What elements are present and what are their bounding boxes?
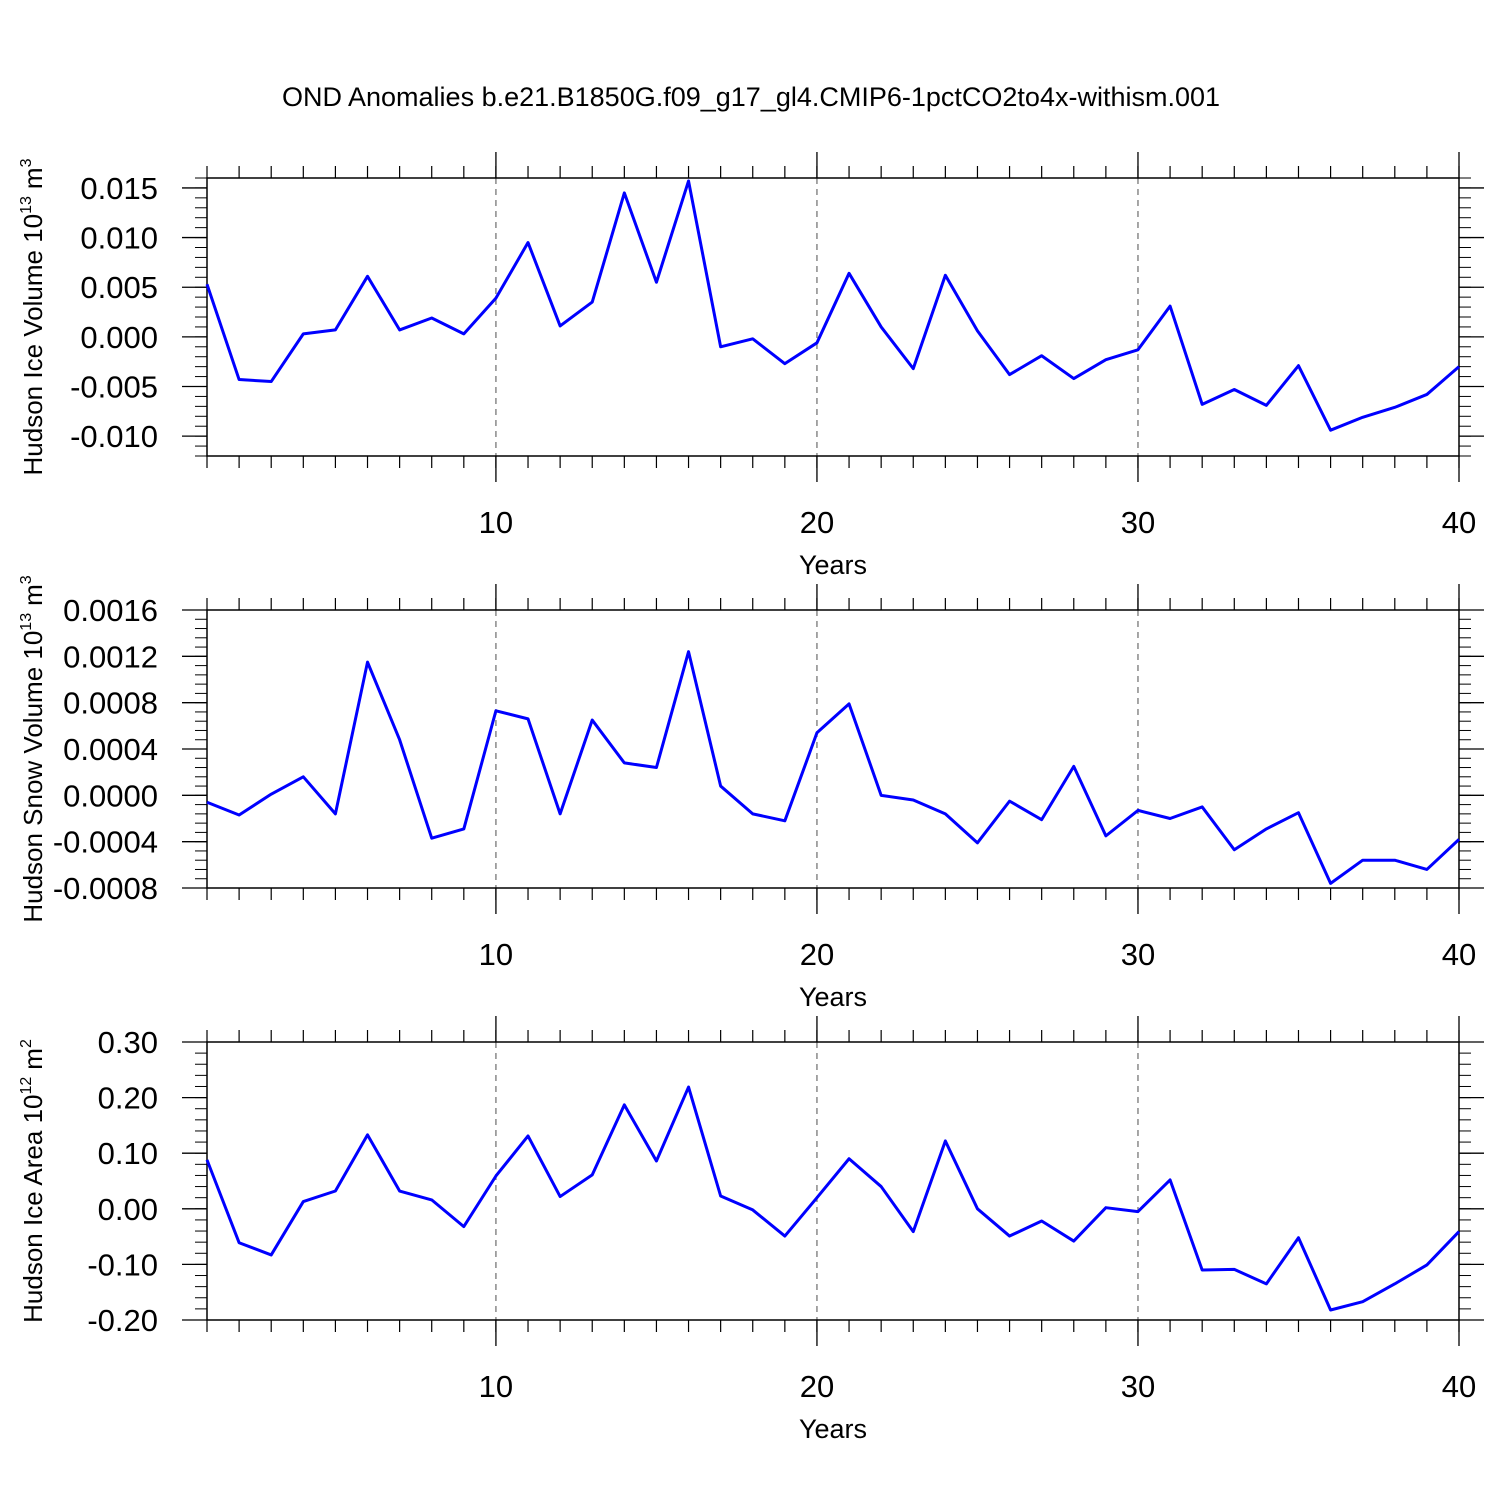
data-line	[205, 1085, 1461, 1312]
y-axis-label: Hudson Ice Volume 1013 m3	[18, 158, 48, 475]
plot-frame	[206, 1041, 1460, 1321]
x-tick-label: 40	[1442, 937, 1476, 972]
y-tick-label: 0.0012	[63, 639, 158, 674]
y-label-unit: m	[18, 584, 48, 606]
y-tick-label: -0.010	[70, 419, 158, 454]
y-tick-label: 0.20	[98, 1081, 158, 1116]
y-label-unit: m	[18, 1048, 48, 1070]
y-label-unit-exp: 2	[18, 1039, 35, 1048]
y-tick-label: 0.0004	[63, 732, 158, 767]
plot-frame	[206, 177, 1460, 457]
x-tick-label: 20	[800, 505, 834, 540]
y-label-text: Hudson Ice Area 10	[18, 1094, 48, 1322]
y-axis-label: Hudson Ice Area 1012 m2	[18, 1039, 48, 1323]
y-tick-label: 0.010	[80, 221, 158, 256]
y-tick-label: 0.015	[80, 171, 158, 206]
x-tick-label: 40	[1442, 1369, 1476, 1404]
y-tick-label: -0.0004	[53, 825, 158, 860]
y-tick-label: 0.005	[80, 270, 158, 305]
y-tick-label: -0.20	[87, 1303, 158, 1338]
x-tick-label: 10	[479, 937, 513, 972]
x-tick-label: 30	[1121, 937, 1155, 972]
y-tick-label: 0.0008	[63, 686, 158, 721]
figure-title: OND Anomalies b.e21.B1850G.f09_g17_gl4.C…	[282, 82, 1220, 112]
y-label-exp: 13	[18, 196, 35, 214]
y-tick-label: 0.0000	[63, 778, 158, 813]
y-label-unit-exp: 3	[18, 158, 35, 167]
x-tick-label: 40	[1442, 505, 1476, 540]
x-axis-label: Years	[799, 1414, 867, 1444]
y-label-unit-exp: 3	[18, 575, 35, 584]
y-axis-label: Hudson Snow Volume 1013 m3	[18, 575, 48, 922]
y-tick-label: -0.005	[70, 370, 158, 405]
plot-frame	[206, 609, 1460, 889]
y-tick-label: -0.0008	[53, 871, 158, 906]
x-axis-label: Years	[799, 982, 867, 1012]
x-tick-label: 20	[800, 1369, 834, 1404]
x-tick-label: 10	[479, 505, 513, 540]
y-label-text: Hudson Snow Volume 10	[18, 631, 48, 923]
y-tick-label: 0.10	[98, 1136, 158, 1171]
y-tick-label: 0.000	[80, 320, 158, 355]
x-tick-label: 20	[800, 937, 834, 972]
x-tick-label: 30	[1121, 1369, 1155, 1404]
y-label-text: Hudson Ice Volume 10	[18, 214, 48, 476]
y-tick-label: -0.10	[87, 1247, 158, 1282]
y-tick-label: 0.0016	[63, 593, 158, 628]
y-label-exp: 12	[18, 1077, 35, 1095]
data-line	[205, 179, 1460, 432]
x-tick-label: 30	[1121, 505, 1155, 540]
y-label-exp: 13	[18, 613, 35, 631]
x-axis-label: Years	[799, 550, 867, 580]
y-tick-label: 0.30	[98, 1025, 158, 1060]
x-tick-label: 10	[479, 1369, 513, 1404]
data-line	[206, 650, 1461, 885]
y-label-unit: m	[18, 167, 48, 189]
y-tick-label: 0.00	[98, 1192, 158, 1227]
